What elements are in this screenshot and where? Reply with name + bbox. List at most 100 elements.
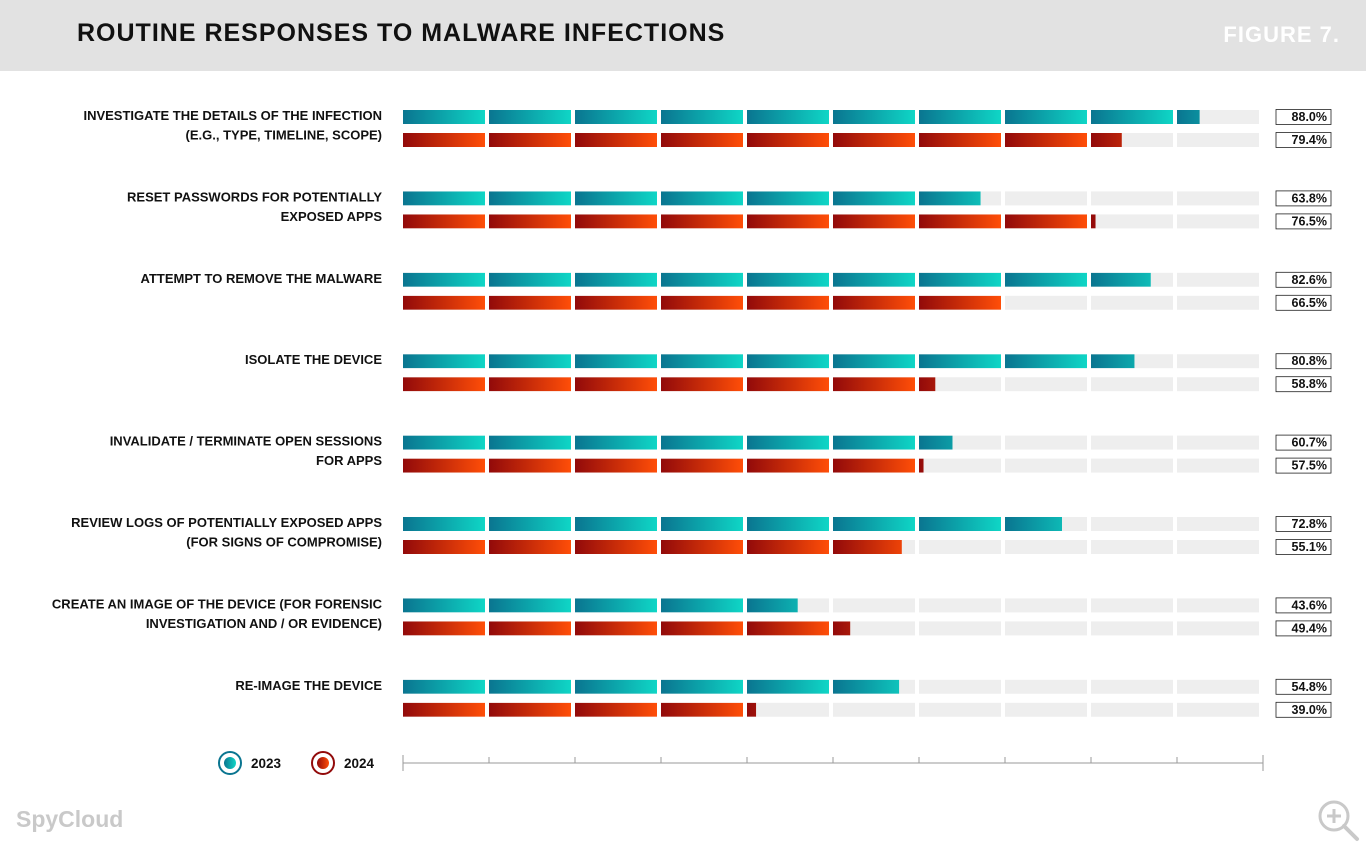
bar-fill-segment: [747, 598, 798, 613]
bar-fill-segment: [919, 458, 924, 473]
bar-fill-segment: [747, 517, 829, 531]
bar-track-segment: [1091, 458, 1173, 473]
bar-track-segment: [1005, 679, 1087, 694]
category-label: RESET PASSWORDS FOR POTENTIALLY EXPOSED A…: [127, 189, 382, 224]
value-label-box: [1275, 516, 1332, 532]
bar-2024: [403, 540, 1259, 554]
bar-fill-segment: [489, 435, 571, 450]
category-label: ISOLATE THE DEVICE: [245, 352, 382, 367]
bar-fill-segment: [489, 517, 571, 531]
bar-2024: [403, 458, 1259, 473]
zoom-in-icon[interactable]: [1316, 798, 1360, 842]
bar-fill-segment: [403, 598, 485, 613]
bar-fill-segment: [833, 272, 915, 287]
bar-track-segment: [833, 621, 915, 636]
category-label: ATTEMPT TO REMOVE THE MALWARE: [141, 271, 383, 286]
bar-track-segment: [1177, 517, 1259, 531]
bar-fill-segment: [489, 110, 571, 124]
bar-fill-segment: [833, 540, 902, 554]
bar-fill-segment: [403, 517, 485, 531]
bar-track-segment: [833, 702, 915, 717]
bar-fill-segment: [919, 133, 1001, 147]
bar-fill-segment: [575, 295, 657, 310]
bar-fill-segment: [575, 598, 657, 613]
bar-track-segment: [1177, 354, 1259, 369]
bar-fill-segment: [661, 540, 743, 554]
bar-track-segment: [919, 679, 1001, 694]
value-label-box: [1275, 678, 1332, 695]
value-label: 54.8%: [1292, 680, 1327, 694]
bar-2023: [403, 679, 1259, 694]
bar-fill-segment: [833, 110, 915, 124]
bar-2024: [403, 377, 1259, 392]
bar-fill-segment: [747, 110, 829, 124]
value-label-box: [1275, 353, 1332, 370]
bar-fill-segment: [1091, 133, 1122, 147]
bar-track-segment: [919, 540, 1001, 554]
header-bar: ROUTINE RESPONSES TO MALWARE INFECTIONS …: [0, 0, 1366, 71]
bar-fill-segment: [403, 377, 485, 392]
bar-fill-segment: [1091, 272, 1151, 287]
bar-track-segment: [1177, 435, 1259, 450]
value-label: 88.0%: [1292, 110, 1327, 124]
bar-track-segment: [1177, 702, 1259, 717]
bar-fill-segment: [1091, 354, 1135, 369]
bar-fill-segment: [661, 377, 743, 392]
bar-fill-segment: [489, 377, 571, 392]
bar-2023: [403, 435, 1259, 450]
bar-2023: [403, 354, 1259, 369]
bar-fill-segment: [575, 540, 657, 554]
bar-fill-segment: [919, 272, 1001, 287]
value-label: 82.6%: [1292, 273, 1327, 287]
bar-fill-segment: [747, 377, 829, 392]
bar-fill-segment: [661, 295, 743, 310]
category-label: CREATE AN IMAGE OF THE DEVICE (FOR FOREN…: [52, 596, 383, 631]
spycloud-logo: SpyCloud: [16, 806, 124, 832]
value-label: 57.5%: [1292, 459, 1327, 473]
bar-fill-segment: [747, 295, 829, 310]
bar-2023: [403, 110, 1259, 124]
legend-label: 2023: [251, 756, 282, 771]
bar-fill-segment: [661, 702, 743, 717]
bar-track-segment: [1177, 598, 1259, 613]
bar-track-segment: [1091, 598, 1173, 613]
bar-fill-segment: [833, 214, 915, 229]
bar-fill-segment: [489, 295, 571, 310]
value-label: 39.0%: [1292, 703, 1327, 717]
bar-track-segment: [1005, 435, 1087, 450]
bar-track-segment: [1177, 191, 1259, 206]
bar-fill-segment: [833, 295, 915, 310]
bar-fill-segment: [747, 679, 829, 694]
value-label-box: [1275, 457, 1332, 474]
bar-track-segment: [1005, 377, 1087, 392]
bar-fill-segment: [747, 133, 829, 147]
bar-track-segment: [1177, 458, 1259, 473]
bar-fill-segment: [1005, 110, 1087, 124]
bar-fill-segment: [403, 295, 485, 310]
bar-track-segment: [1177, 377, 1259, 392]
value-label-box: [1275, 271, 1332, 288]
bar-fill-segment: [575, 377, 657, 392]
bar-fill-segment: [919, 517, 1001, 531]
bar-fill-segment: [661, 435, 743, 450]
bar-fill-segment: [575, 191, 657, 206]
bar-track-segment: [1091, 295, 1173, 310]
bar-track-segment: [1091, 214, 1173, 229]
bar-fill-segment: [403, 133, 485, 147]
value-label: 63.8%: [1292, 191, 1327, 205]
bar-fill-segment: [575, 214, 657, 229]
bar-fill-segment: [833, 679, 900, 694]
bar-fill-segment: [489, 598, 571, 613]
value-label: 72.8%: [1292, 517, 1327, 531]
bar-fill-segment: [919, 354, 1001, 369]
bar-fill-segment: [1005, 354, 1087, 369]
bar-fill-segment: [747, 214, 829, 229]
bar-fill-segment: [489, 540, 571, 554]
bar-fill-segment: [747, 191, 829, 206]
bar-2024: [403, 133, 1259, 147]
bar-fill-segment: [661, 598, 743, 613]
bar-fill-segment: [747, 354, 829, 369]
bar-track-segment: [1177, 214, 1259, 229]
legend-item-2024: 2024: [311, 751, 375, 775]
